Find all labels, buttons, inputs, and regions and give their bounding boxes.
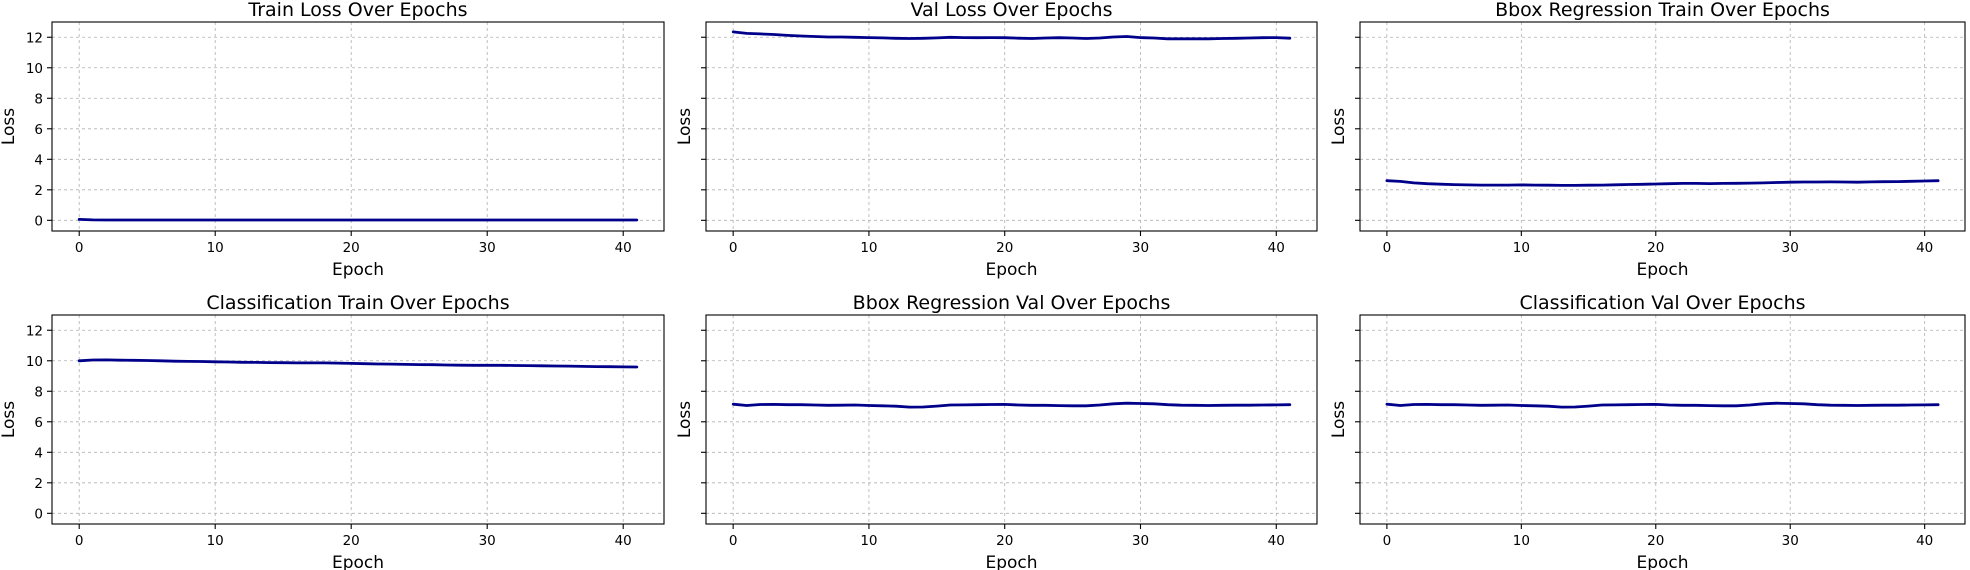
y-tick-label: 2 xyxy=(34,476,43,492)
y-axis-label: Loss xyxy=(0,108,19,145)
chart-title: Bbox Regression Train Over Epochs xyxy=(1495,0,1830,21)
x-tick-label: 0 xyxy=(75,533,84,549)
x-tick-label: 20 xyxy=(343,533,360,549)
plot-frame xyxy=(51,21,665,232)
x-tick-label: 20 xyxy=(996,240,1013,256)
plot-frame xyxy=(705,314,1318,525)
x-tick-label: 10 xyxy=(207,533,224,549)
plot-frame xyxy=(1359,21,1966,232)
x-tick-label: 10 xyxy=(1513,533,1530,549)
y-tick-label: 8 xyxy=(34,91,43,107)
y-tick-label: 6 xyxy=(34,122,43,138)
y-axis-label: Loss xyxy=(675,108,695,145)
chart-title: Val Loss Over Epochs xyxy=(910,0,1112,21)
x-tick-label: 30 xyxy=(1132,240,1149,256)
chart-title: Bbox Regression Val Over Epochs xyxy=(853,292,1171,314)
x-axis-label: Epoch xyxy=(332,553,384,570)
x-tick-label: 0 xyxy=(1383,240,1392,256)
chart-panel: 0 10 20 30 40 0 2 4 6 8 10 12 Classification Train O… xyxy=(0,292,665,570)
x-tick-label: 0 xyxy=(75,240,84,256)
chart-title: Classification Train Over Epochs xyxy=(206,292,509,314)
y-tick-label: 4 xyxy=(34,445,43,461)
x-tick-label: 10 xyxy=(860,533,877,549)
loss-series-line xyxy=(731,30,1292,41)
x-tick-label: 30 xyxy=(1782,533,1799,549)
x-axis-label: Epoch xyxy=(985,553,1037,570)
y-tick-label: 10 xyxy=(26,354,43,370)
y-axis-label: Loss xyxy=(1329,108,1349,145)
plot-frame xyxy=(705,21,1318,232)
chart-panel: 0 10 20 30 40 Classification Val Over Epochs E… xyxy=(1329,292,1966,570)
y-tick-label: 0 xyxy=(34,213,43,229)
chart-panel: 0 10 20 30 40 Bbox Regression Train Over Epoc… xyxy=(1329,0,1966,280)
x-tick-label: 20 xyxy=(1647,240,1664,256)
loss-series-line xyxy=(1385,179,1940,187)
x-tick-label: 40 xyxy=(615,533,632,549)
plot-frame xyxy=(1359,314,1966,525)
y-tick-label: 6 xyxy=(34,415,43,431)
chart-panel: 0 10 20 30 40 Val Loss Over Epochs Epoch Loss xyxy=(675,0,1318,280)
x-axis-label: Epoch xyxy=(1636,260,1688,280)
x-tick-label: 20 xyxy=(1647,533,1664,549)
chart-panel: 0 10 20 30 40 0 2 4 6 8 10 12 Train Loss Over Epochs… xyxy=(0,0,665,280)
x-axis-label: Epoch xyxy=(1636,553,1688,570)
y-tick-label: 0 xyxy=(34,506,43,522)
x-tick-label: 40 xyxy=(615,240,632,256)
x-tick-label: 40 xyxy=(1268,533,1285,549)
x-tick-label: 10 xyxy=(860,240,877,256)
y-tick-label: 12 xyxy=(26,30,43,46)
x-tick-label: 10 xyxy=(207,240,224,256)
x-tick-label: 40 xyxy=(1916,533,1933,549)
x-tick-label: 0 xyxy=(729,240,738,256)
chart-title: Train Loss Over Epochs xyxy=(247,0,467,21)
loss-series-line xyxy=(77,217,639,222)
x-tick-label: 30 xyxy=(1132,533,1149,549)
x-tick-label: 20 xyxy=(996,533,1013,549)
y-tick-label: 10 xyxy=(26,61,43,77)
x-tick-label: 0 xyxy=(1383,533,1392,549)
y-tick-label: 8 xyxy=(34,384,43,400)
y-tick-label: 12 xyxy=(26,323,43,339)
y-axis-label: Loss xyxy=(0,401,19,438)
loss-series-line xyxy=(1385,401,1940,409)
y-axis-label: Loss xyxy=(675,401,695,438)
chart-title: Classification Val Over Epochs xyxy=(1519,292,1805,314)
x-tick-label: 20 xyxy=(343,240,360,256)
x-tick-label: 10 xyxy=(1513,240,1530,256)
loss-series-line xyxy=(731,401,1292,409)
x-axis-label: Epoch xyxy=(985,260,1037,280)
x-tick-label: 30 xyxy=(1782,240,1799,256)
x-axis-label: Epoch xyxy=(332,260,384,280)
loss-series-line xyxy=(77,358,639,369)
y-axis-label: Loss xyxy=(1329,401,1349,438)
plot-frame xyxy=(51,314,665,525)
chart-panel: 0 10 20 30 40 Bbox Regression Val Over Epochs… xyxy=(675,292,1318,570)
x-tick-label: 40 xyxy=(1916,240,1933,256)
x-tick-label: 30 xyxy=(479,533,496,549)
x-tick-label: 30 xyxy=(479,240,496,256)
y-tick-label: 2 xyxy=(34,183,43,199)
y-tick-label: 4 xyxy=(34,152,43,168)
x-tick-label: 40 xyxy=(1268,240,1285,256)
x-tick-label: 0 xyxy=(729,533,738,549)
